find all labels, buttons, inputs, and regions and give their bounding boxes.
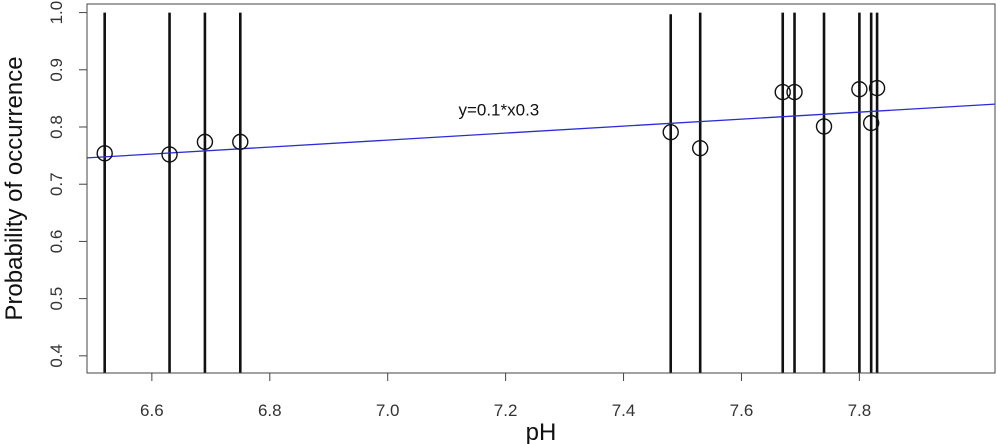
x-tick-label-6: 7.8 [848,401,872,420]
y-tick-label-4: 0.8 [47,115,66,139]
points-group [96,79,886,163]
x-axis-title: pH [526,419,557,444]
data-point-8 [815,118,833,135]
x-tick-label-1: 6.8 [258,401,282,420]
y-tick-label-0: 0.4 [47,344,66,368]
x-tick-label-5: 7.6 [730,401,754,420]
y-tick-label-3: 0.7 [47,172,66,196]
data-point-7 [786,83,803,101]
x-tick-label-2: 7.0 [376,401,400,420]
data-point-9 [851,81,868,98]
data-point-10 [862,114,880,132]
x-tick-label-4: 7.4 [612,401,636,420]
data-point-1 [161,146,178,163]
fit-equation-annotation: y=0.1*x0.3 [458,101,539,120]
x-tick-label-3: 7.2 [494,401,518,420]
y-axis-title: Probability of occurrence [1,56,28,320]
vertical-lines-group [103,12,879,373]
data-point-11 [868,79,886,97]
data-point-3 [232,133,249,151]
x-axis: 6.6 6.8 7.0 7.2 7.4 7.6 7.8 [140,373,871,420]
y-tick-label-2: 0.6 [47,230,66,254]
data-point-6 [774,83,791,101]
y-axis: 0.4 0.5 0.6 0.7 0.8 0.9 1.0 [47,1,87,368]
x-tick-label-0: 6.6 [140,401,164,420]
plot-frame [86,3,996,374]
data-point-2 [196,133,214,151]
y-tick-label-1: 0.5 [47,287,66,311]
data-point-5 [691,139,709,157]
y-tick-label-5: 0.9 [47,58,66,82]
data-point-0 [96,145,113,162]
y-tick-label-6: 1.0 [47,1,66,25]
data-point-4 [662,123,679,141]
